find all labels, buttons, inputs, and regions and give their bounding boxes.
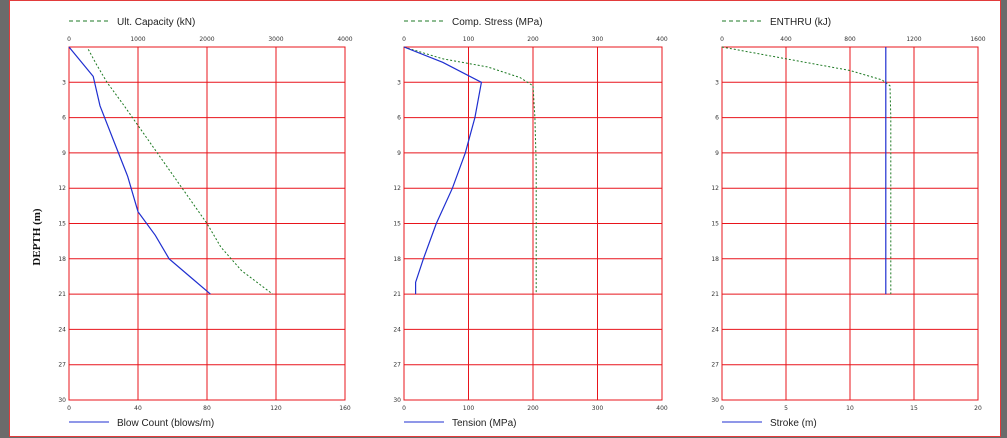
- panel-2-depth-tick-label: 24: [393, 326, 401, 333]
- panel-1-depth-tick-label: 21: [58, 291, 66, 298]
- panel-1-depth-tick-label: 15: [58, 221, 66, 228]
- panel-3-bottom-tick-label: 0: [720, 405, 724, 412]
- panel-2-series-bottom-line: [403, 46, 483, 295]
- panel-2-depth-tick-label: 18: [393, 256, 401, 263]
- panel-3-depth-tick-label: 27: [711, 362, 719, 369]
- panel-3-series-top-line: [721, 46, 892, 295]
- panel-2-top-tick-label: 300: [592, 36, 604, 43]
- panel-2-bottom-tick-label: 200: [527, 405, 539, 412]
- panel-1-depth-tick-label: 9: [62, 150, 66, 157]
- panel-2-bottom-tick-label: 100: [463, 405, 475, 412]
- panel-3-depth-tick-label: 30: [711, 397, 719, 404]
- panel-1-depth-tick-label: 12: [58, 185, 66, 192]
- y-axis-label: DEPTH (m): [31, 208, 43, 265]
- panel-2-bottom-tick-label: 400: [656, 405, 668, 412]
- panel-2-depth-tick-label: 3: [397, 79, 401, 86]
- panel-1-bottom-tick-label: 160: [339, 405, 351, 412]
- panel-1-top-legend-label: Ult. Capacity (kN): [117, 17, 195, 28]
- panel-2-top-legend-label: Comp. Stress (MPa): [452, 17, 543, 28]
- panel-1-series-top-line: [87, 49, 273, 295]
- panel-2-series-top-line: [403, 46, 537, 295]
- panel-3-depth-tick-label: 12: [711, 185, 719, 192]
- panel-2-depth-tick-label: 27: [393, 362, 401, 369]
- panel-3-top-tick-label: 800: [844, 36, 856, 43]
- panel-1-top-tick-label: 3000: [268, 36, 283, 43]
- panel-2-top-tick-label: 0: [402, 36, 406, 43]
- panel-2-bottom-tick-label: 0: [402, 405, 406, 412]
- panel-1-top-tick-label: 0: [67, 36, 71, 43]
- panel-1-depth-tick-label: 30: [58, 397, 66, 404]
- panel-1-depth-tick-label: 6: [62, 115, 66, 122]
- panel-3-bottom-tick-label: 10: [846, 405, 854, 412]
- panel-1-series-bottom-line: [68, 46, 211, 295]
- panel-2-top-tick-label: 100: [463, 36, 475, 43]
- panel-1-top-tick-label: 4000: [337, 36, 352, 43]
- panel-1-top-tick-label: 2000: [199, 36, 214, 43]
- panel-1-top-tick-label: 1000: [130, 36, 145, 43]
- panel-3-depth-tick-label: 9: [715, 150, 719, 157]
- panel-3-depth-tick-label: 3: [715, 79, 719, 86]
- panel-2-top-tick-label: 200: [527, 36, 539, 43]
- panel-3-top-tick-label: 400: [780, 36, 792, 43]
- panel-3-depth-tick-label: 15: [711, 221, 719, 228]
- panel-3-depth-tick-label: 6: [715, 115, 719, 122]
- panel-2-depth-tick-label: 9: [397, 150, 401, 157]
- panel-2-top-tick-label: 400: [656, 36, 668, 43]
- panel-2-depth-tick-label: 21: [393, 291, 401, 298]
- panel-2-depth-tick-label: 12: [393, 185, 401, 192]
- panel-3-top-legend-label: ENTHRU (kJ): [770, 17, 831, 28]
- panel-1-bottom-tick-label: 80: [203, 405, 211, 412]
- panel-3-bottom-tick-label: 5: [784, 405, 788, 412]
- panel-2-bottom-tick-label: 300: [592, 405, 604, 412]
- panel-3-depth-tick-label: 21: [711, 291, 719, 298]
- panel-1-depth-tick-label: 24: [58, 326, 66, 333]
- panel-2-depth-tick-label: 15: [393, 221, 401, 228]
- panel-1-bottom-tick-label: 40: [134, 405, 142, 412]
- panel-1-bottom-tick-label: 120: [270, 405, 282, 412]
- panel-1-bottom-tick-label: 0: [67, 405, 71, 412]
- panel-3-top-tick-label: 1600: [970, 36, 985, 43]
- panel-2-bottom-legend-label: Tension (MPa): [452, 418, 516, 429]
- panel-3-depth-tick-label: 18: [711, 256, 719, 263]
- panel-3-depth-tick-label: 24: [711, 326, 719, 333]
- panel-2-depth-tick-label: 6: [397, 115, 401, 122]
- panel-3-bottom-tick-label: 15: [910, 405, 918, 412]
- panel-3-bottom-tick-label: 20: [974, 405, 982, 412]
- panel-1-depth-tick-label: 18: [58, 256, 66, 263]
- panel-3-bottom-legend-label: Stroke (m): [770, 418, 817, 429]
- panel-1-bottom-legend-label: Blow Count (blows/m): [117, 418, 214, 429]
- panel-3-top-tick-label: 0: [720, 36, 724, 43]
- panel-2-depth-tick-label: 30: [393, 397, 401, 404]
- panel-1-depth-tick-label: 3: [62, 79, 66, 86]
- panel-1-depth-tick-label: 27: [58, 362, 66, 369]
- panel-3-top-tick-label: 1200: [906, 36, 921, 43]
